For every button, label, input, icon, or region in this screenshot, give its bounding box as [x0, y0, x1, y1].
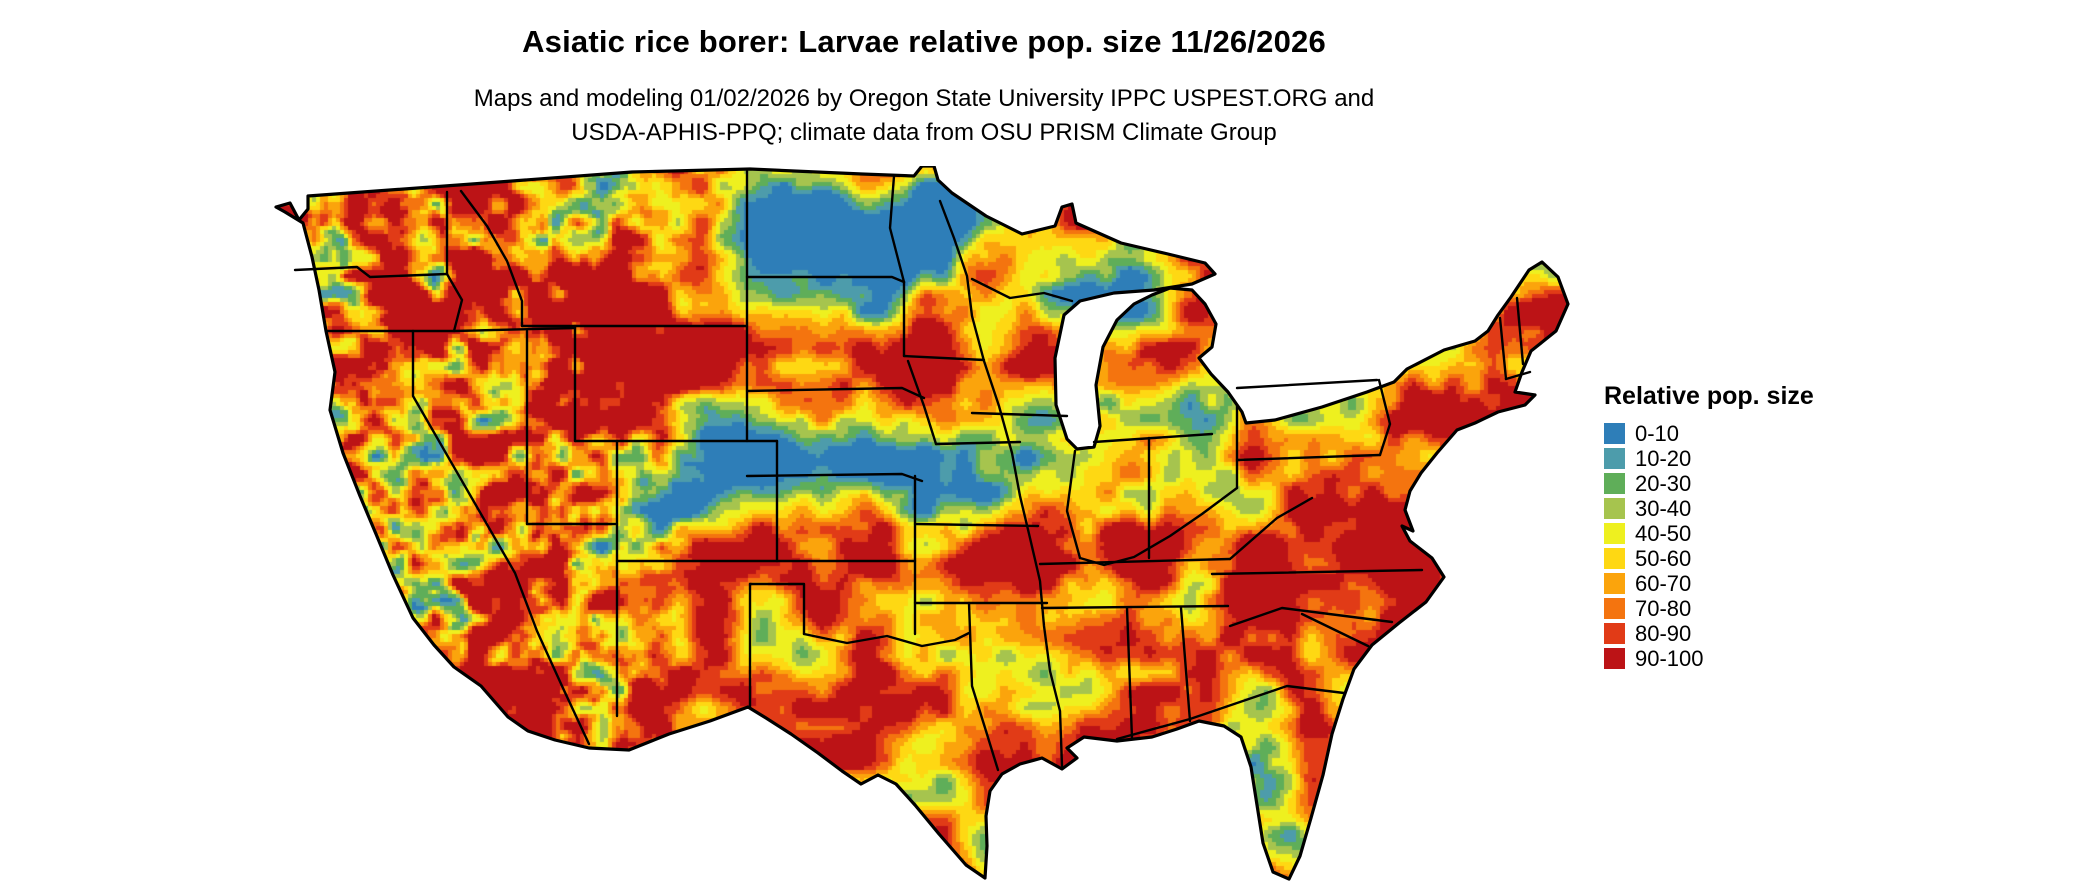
legend-item: 30-40: [1604, 496, 1884, 521]
legend-item-label: 90-100: [1635, 645, 1704, 671]
legend-color-swatch: [1604, 623, 1625, 644]
legend-item: 40-50: [1604, 521, 1884, 546]
legend-item-label: 80-90: [1635, 620, 1692, 646]
subtitle-line-2: USDA-APHIS-PPQ; climate data from OSU PR…: [571, 119, 1277, 146]
legend-color-swatch: [1604, 423, 1625, 444]
legend-item-label: 60-70: [1635, 570, 1692, 596]
legend-item: 90-100: [1604, 646, 1884, 671]
page-title: Asiatic rice borer: Larvae relative pop.…: [522, 24, 1326, 59]
legend-item: 0-10: [1604, 421, 1884, 446]
legend-item: 10-20: [1604, 446, 1884, 471]
legend-color-swatch: [1604, 648, 1625, 669]
legend-items: 0-10 10-20 20-30 30-40 40-50 50-60 60-70 70-80 8…: [1604, 421, 1884, 671]
state-border-line: [1235, 378, 1379, 390]
legend-item-label: 20-30: [1635, 470, 1692, 496]
legend-item: 80-90: [1604, 621, 1884, 646]
legend-color-swatch: [1604, 598, 1625, 619]
legend-color-swatch: [1604, 473, 1625, 494]
legend-item-label: 30-40: [1635, 495, 1692, 521]
legend-item-label: 70-80: [1635, 595, 1692, 621]
legend-item: 50-60: [1604, 546, 1884, 571]
legend-color-swatch: [1604, 523, 1625, 544]
legend-color-swatch: [1604, 548, 1625, 569]
legend-item-label: 0-10: [1635, 420, 1680, 446]
legend-item-label: 50-60: [1635, 545, 1692, 571]
page-subtitle: Maps and modeling 01/02/2026 by Oregon S…: [0, 82, 1848, 150]
legend-color-swatch: [1604, 498, 1625, 519]
legend-item-label: 10-20: [1635, 445, 1692, 471]
legend-item: 70-80: [1604, 596, 1884, 621]
us-population-map: [272, 166, 1572, 886]
subtitle-line-1: Maps and modeling 01/02/2026 by Oregon S…: [473, 85, 1375, 112]
map-legend: Relative pop. size 0-10 10-20 20-30 30-40 40…: [1604, 382, 1884, 671]
legend-color-swatch: [1604, 573, 1625, 594]
legend-title: Relative pop. size: [1604, 382, 1814, 410]
map-raster-canvas: [272, 166, 1572, 886]
legend-item: 60-70: [1604, 571, 1884, 596]
legend-item-label: 40-50: [1635, 520, 1692, 546]
legend-color-swatch: [1604, 448, 1625, 469]
legend-item: 20-30: [1604, 471, 1884, 496]
